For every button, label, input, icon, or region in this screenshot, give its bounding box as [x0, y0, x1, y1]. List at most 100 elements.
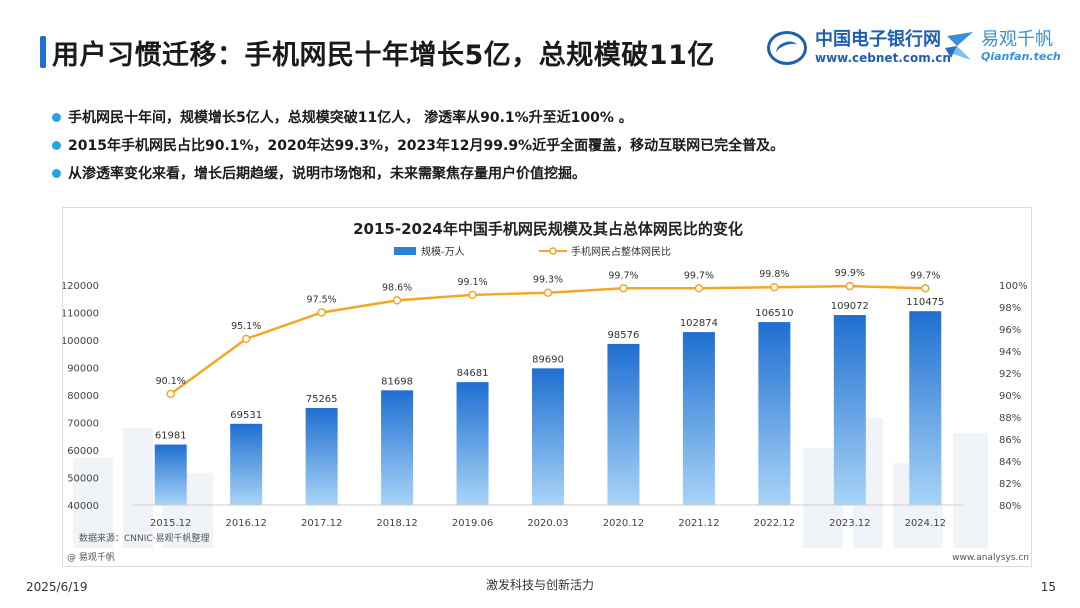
bar-value-label: 81698	[381, 376, 413, 387]
left-axis-tick-label: 110000	[63, 309, 99, 320]
left-axis-tick-label: 120000	[63, 281, 99, 292]
line-point	[543, 288, 553, 297]
line-point	[921, 284, 930, 293]
qianfan-logo-en: Qianfan.tech	[981, 50, 1061, 63]
left-axis-tick-label: 70000	[67, 419, 99, 430]
right-axis-tick-label: 98%	[999, 303, 1021, 314]
line-value-label: 99.3%	[533, 275, 563, 286]
line-series: 90.1% 95.1% 97.5% 98.6% 99.1% 99.3% 99.7% 99.7%…	[156, 268, 940, 399]
cebnet-logo: 中国电子银行网 www.cebnet.com.cn	[767, 30, 951, 66]
line-point	[317, 308, 326, 317]
left-axis-tick-label: 50000	[67, 474, 99, 485]
bar	[381, 390, 414, 505]
line-value-label: 99.7%	[910, 270, 940, 281]
bar	[833, 315, 866, 505]
left-axis-tick-label: 40000	[67, 501, 99, 512]
bullet-text: 从渗透率变化来看，增长后期趋缓，说明市场饱和，未来需聚焦存量用户价值挖掘。	[68, 166, 586, 182]
bullet-item: 从渗透率变化来看，增长后期趋缓，说明市场饱和，未来需聚焦存量用户价值挖掘。	[52, 160, 784, 188]
title-accent-bar	[40, 36, 46, 68]
x-axis-tick-label: 2018.12	[376, 518, 417, 529]
x-axis-tick-label: 2017.12	[301, 518, 342, 529]
bar	[758, 322, 791, 505]
line-point	[770, 282, 779, 292]
line-point	[166, 389, 175, 399]
x-axis-tick-label: 2022.12	[754, 518, 795, 529]
bar	[532, 368, 564, 505]
bar	[909, 311, 942, 505]
right-axis-tick-label: 86%	[999, 435, 1021, 446]
line-value-label: 90.1%	[156, 376, 186, 387]
bar	[154, 444, 187, 505]
bar-value-label: 61981	[155, 431, 187, 442]
right-axis-tick-label: 82%	[999, 479, 1021, 490]
left-axis: 40000 50000 60000 70000 80000 90000 100000 1100…	[63, 281, 99, 512]
right-axis-tick-label: 92%	[999, 369, 1021, 380]
bullet-item: 手机网民十年间，规模增长5亿人，总规模突破11亿人， 渗透率从90.1%升至近1…	[52, 104, 784, 132]
bar	[607, 343, 640, 505]
bullet-dot-icon	[52, 141, 61, 150]
line-value-label: 99.7%	[608, 270, 638, 281]
x-axis-tick-label: 2020.12	[603, 518, 644, 529]
x-axis-tick-label: 2023.12	[829, 518, 870, 529]
line-value-label: 99.9%	[835, 268, 865, 279]
line-point	[694, 284, 704, 293]
chart-site: www.analysys.cn	[952, 553, 1029, 563]
bar	[456, 382, 489, 505]
chart-panel: 2015-2024年中国手机网民规模及其占总体网民比的变化 规模-万人 手机网民…	[62, 207, 1032, 567]
bullet-item: 2015年手机网民占比90.1%，2020年达99.3%，2023年12月99.…	[52, 132, 784, 160]
page-title: 用户习惯迁移：手机网民十年增长5亿，总规模破11亿	[52, 40, 715, 71]
bar-value-label: 84681	[457, 368, 489, 379]
bar-value-label: 98576	[608, 330, 640, 341]
bar-series	[154, 311, 942, 505]
line-value-label: 99.1%	[457, 277, 487, 288]
right-axis-tick-label: 96%	[999, 325, 1021, 336]
footer-slogan: 激发科技与创新活力	[485, 578, 594, 592]
x-axis-tick-label: 2020.03	[527, 518, 568, 529]
line-value-label: 98.6%	[382, 282, 412, 293]
chart-legend: 规模-万人 手机网民占整体网民比	[394, 245, 671, 258]
bar	[305, 408, 338, 505]
bullet-text: 2015年手机网民占比90.1%，2020年达99.3%，2023年12月99.…	[68, 138, 785, 154]
page-number: 15	[1040, 580, 1056, 594]
right-axis-tick-label: 84%	[999, 457, 1021, 468]
legend-bar-swatch	[394, 247, 416, 255]
line-point	[845, 281, 855, 291]
right-axis-tick-label: 100%	[999, 281, 1028, 292]
right-axis: 80% 82% 84% 86% 88% 90% 92% 94% 96% 98% 100%	[999, 281, 1028, 512]
right-axis-tick-label: 90%	[999, 391, 1021, 402]
right-axis-tick-label: 80%	[999, 501, 1021, 512]
qianfan-logo-name: 易观千帆	[981, 29, 1053, 50]
right-axis-tick-label: 88%	[999, 413, 1021, 424]
qianfan-logo: 易观千帆 Qianfan.tech	[943, 30, 1061, 64]
left-axis-tick-label: 90000	[67, 364, 99, 375]
bar-value-label: 110475	[906, 297, 944, 308]
chart-watermark: @ 易观千帆	[67, 551, 115, 563]
legend-line-label: 手机网民占整体网民比	[571, 245, 671, 258]
footer-date: 2025/6/19	[26, 580, 88, 594]
left-axis-tick-label: 80000	[67, 391, 99, 402]
bar	[682, 332, 715, 505]
bar-value-label: 106510	[755, 308, 793, 319]
line-value-label: 95.1%	[231, 321, 261, 332]
left-axis-tick-label: 60000	[67, 446, 99, 457]
x-axis-tick-label: 2019.06	[452, 518, 493, 529]
line-point	[468, 290, 477, 300]
cebnet-logo-url: www.cebnet.com.cn	[815, 51, 951, 65]
bullet-list: 手机网民十年间，规模增长5亿人，总规模突破11亿人， 渗透率从90.1%升至近1…	[52, 104, 784, 188]
line-point	[392, 296, 402, 305]
cebnet-logo-name: 中国电子银行网	[815, 29, 941, 50]
bar-value-label: 89690	[532, 354, 564, 365]
line-point	[241, 334, 251, 344]
bullet-dot-icon	[52, 113, 61, 122]
line-value-label: 99.7%	[684, 270, 714, 281]
legend-bar-label: 规模-万人	[421, 245, 465, 258]
right-axis-tick-label: 94%	[999, 347, 1021, 358]
bar-value-label: 69531	[230, 410, 262, 421]
bar-value-label: 75265	[306, 394, 338, 405]
legend-line-marker	[549, 247, 557, 255]
bar-value-label: 109072	[831, 301, 869, 312]
x-axis-tick-label: 2021.12	[678, 518, 719, 529]
x-axis-tick-label: 2024.12	[905, 518, 946, 529]
bullet-text: 手机网民十年间，规模增长5亿人，总规模突破11亿人， 渗透率从90.1%升至近1…	[68, 110, 633, 126]
left-axis-tick-label: 100000	[63, 336, 99, 347]
